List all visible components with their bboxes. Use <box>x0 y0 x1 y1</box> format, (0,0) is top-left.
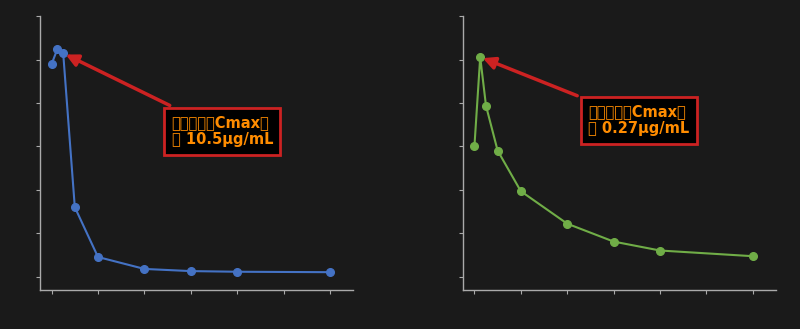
Text: 最大濃度（Cmax）
は 0.27μg/mL: 最大濃度（Cmax） は 0.27μg/mL <box>486 59 690 137</box>
Text: 最大濃度（Cmax）
は 10.5μg/mL: 最大濃度（Cmax） は 10.5μg/mL <box>69 56 273 147</box>
